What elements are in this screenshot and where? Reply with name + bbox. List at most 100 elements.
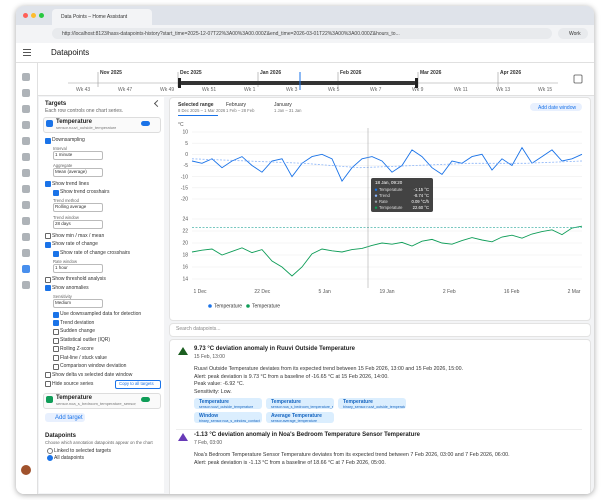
targets-panel: Targets Each row controls one chart serie… xyxy=(39,97,164,493)
max-dot[interactable] xyxy=(39,13,44,18)
collapse-icon[interactable] xyxy=(153,99,162,108)
url: http://localhost:8123/hass-datapoints-hi… xyxy=(62,31,400,37)
select-value: 1 minute xyxy=(55,151,73,157)
page-title: Datapoints xyxy=(51,48,90,57)
checkbox[interactable] xyxy=(45,381,51,388)
tooltip-label: Rate xyxy=(379,199,389,204)
checkbox[interactable] xyxy=(53,355,59,361)
entity-chip[interactable] xyxy=(266,398,334,409)
checkbox[interactable] xyxy=(45,181,51,187)
entity-chip[interactable] xyxy=(194,412,262,423)
x-tick-label: 2 Mar xyxy=(568,289,581,295)
nav-icon[interactable] xyxy=(22,73,30,81)
close-dot[interactable] xyxy=(23,13,28,18)
checkbox[interactable] xyxy=(53,311,59,318)
target-toggle[interactable] xyxy=(141,397,150,403)
checkbox[interactable] xyxy=(45,285,51,292)
checkbox[interactable] xyxy=(53,337,59,344)
window-tab[interactable]: February xyxy=(226,102,247,108)
x-tick-label: 16 Feb xyxy=(504,289,520,295)
event-body-line: Ruuvi Outside Temperature deviates from … xyxy=(194,366,464,372)
week-label: Wk 1 xyxy=(244,87,256,93)
target-icon xyxy=(46,120,53,127)
checkbox[interactable] xyxy=(53,320,59,327)
checkbox[interactable] xyxy=(53,363,59,370)
checkbox[interactable] xyxy=(45,241,51,248)
profile-button[interactable] xyxy=(558,28,588,39)
checkbox[interactable] xyxy=(45,372,51,379)
target-name: Temperature xyxy=(56,395,92,402)
checkbox-label: Show rate of change crosshairs xyxy=(60,250,131,257)
nav-icon[interactable] xyxy=(22,265,30,273)
radio[interactable] xyxy=(47,455,53,462)
checkbox[interactable] xyxy=(53,328,59,335)
y-tick-label: 14 xyxy=(182,277,188,283)
field-label: Rate window xyxy=(53,258,77,264)
y-tick-label: 10 xyxy=(182,130,188,136)
legend-swatch xyxy=(208,304,212,308)
targets-title: Targets xyxy=(45,101,67,107)
x-tick-label: 1 Dec xyxy=(193,289,207,295)
tab[interactable] xyxy=(52,9,152,25)
chip-name: Average Temperature xyxy=(271,413,322,419)
nav-icon[interactable] xyxy=(22,217,30,225)
checkbox-label: Trend deviation xyxy=(60,319,95,326)
checkbox[interactable] xyxy=(53,189,59,196)
entity-chip[interactable] xyxy=(338,398,406,409)
nav-icon[interactable] xyxy=(22,89,30,97)
window-tab[interactable]: Selected range xyxy=(178,102,214,108)
address-bar[interactable] xyxy=(52,28,552,39)
select[interactable] xyxy=(53,298,103,308)
event-time: 7 Feb, 03:00 xyxy=(194,440,223,446)
event-time: 15 Feb, 13:00 xyxy=(194,354,225,360)
checkbox[interactable] xyxy=(53,346,59,353)
select[interactable] xyxy=(53,150,103,160)
menu-icon[interactable] xyxy=(23,49,31,50)
radio[interactable] xyxy=(47,448,53,455)
user-avatar[interactable] xyxy=(21,465,31,475)
browser-window: Data Points – Home Assistant http://loca… xyxy=(16,6,594,494)
nav-icon[interactable] xyxy=(22,153,30,161)
target-toggle[interactable] xyxy=(141,121,150,126)
tab-underline xyxy=(178,115,218,116)
nav-icon[interactable] xyxy=(22,137,30,145)
event-body-line: Alert: peak deviation is -1.13 °C from a… xyxy=(194,459,386,466)
app-header xyxy=(16,43,594,63)
entity-chip[interactable] xyxy=(194,398,262,409)
entity-chip[interactable] xyxy=(266,412,334,423)
week-label: Wk 51 xyxy=(202,87,216,93)
tooltip-label: Temperature xyxy=(379,187,403,192)
select[interactable] xyxy=(53,168,103,178)
nav-icon[interactable] xyxy=(22,249,30,257)
select[interactable] xyxy=(53,263,103,273)
chart-svg: °C 10 5 0 -5 -10 -15 -20 24 22 20 18 16 14 1 Dec 22 Dec… xyxy=(178,122,583,310)
checkbox[interactable] xyxy=(45,276,51,283)
chip-name: Temperature xyxy=(271,399,301,405)
month-label: Nov 2025 xyxy=(100,70,122,76)
radio-label: All datapoints xyxy=(54,454,85,461)
checkbox[interactable] xyxy=(53,250,59,257)
tooltip-swatch xyxy=(374,206,378,209)
chip-entity: sensor.noa_s_bedroom_temperature_sensor_… xyxy=(271,404,333,409)
checkbox-label: Statistical outlier (IQR) xyxy=(60,337,111,344)
tooltip-box xyxy=(371,178,433,212)
nav-icon[interactable] xyxy=(22,121,30,129)
y-tick-label: 24 xyxy=(182,217,188,223)
nav-icon[interactable] xyxy=(22,201,30,209)
nav-icon[interactable] xyxy=(22,185,30,193)
nav-icon[interactable] xyxy=(22,105,30,113)
add-target-button[interactable] xyxy=(45,413,85,423)
nav-icon[interactable] xyxy=(22,169,30,177)
search-box[interactable] xyxy=(169,323,591,337)
select[interactable] xyxy=(53,202,103,212)
nav-icon[interactable] xyxy=(22,233,30,241)
min-dot[interactable] xyxy=(31,13,36,18)
select[interactable] xyxy=(53,220,103,230)
add-window-button[interactable] xyxy=(530,103,582,111)
window-tab[interactable]: January xyxy=(274,102,292,108)
checkbox[interactable] xyxy=(45,137,51,144)
copy-button[interactable] xyxy=(115,379,161,389)
nav-icon[interactable] xyxy=(22,281,30,289)
checkbox[interactable] xyxy=(45,233,51,240)
event-icon xyxy=(178,347,188,355)
